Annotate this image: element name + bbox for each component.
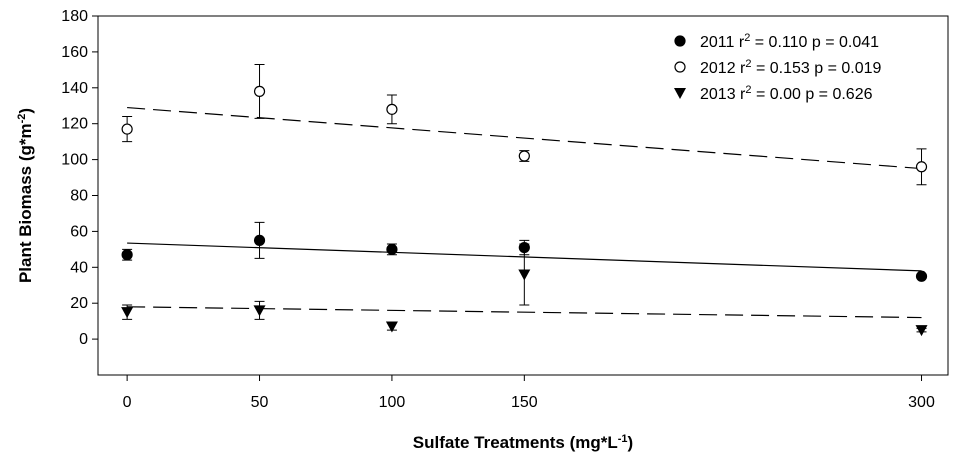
x-tick-label: 300 [908, 394, 935, 411]
y-tick-label: 40 [70, 259, 88, 276]
label-part: Plant Biomass (g*m [16, 123, 35, 283]
marker [121, 123, 133, 135]
y-tick-label: 140 [61, 80, 88, 97]
marker [518, 150, 530, 162]
y-tick-label: 80 [70, 188, 88, 205]
y-tick-label: 120 [61, 116, 88, 133]
marker [915, 161, 928, 173]
marker [386, 243, 398, 255]
trend-line [127, 306, 922, 319]
marker [253, 305, 266, 317]
label-part: ) [16, 108, 35, 114]
marker [915, 325, 928, 337]
superscript: 2 [744, 32, 750, 44]
x-tick-label: 50 [251, 394, 269, 411]
label-part: ) [628, 433, 634, 452]
legend-name: 2012 [700, 60, 736, 77]
marker [121, 249, 133, 261]
marker [386, 103, 398, 115]
marker [385, 321, 398, 333]
legend-marker [674, 88, 686, 99]
marker [121, 307, 134, 319]
marker [253, 85, 266, 97]
x-tick-label: 100 [379, 394, 406, 411]
legend-marker [674, 61, 686, 73]
legend-stat: r [740, 60, 746, 77]
superscript: 2 [745, 58, 751, 70]
label-part: Sulfate Treatments (mg*L [413, 433, 618, 452]
y-tick-label: 180 [61, 8, 88, 25]
legend-label: 2013 r2 = 0.00 p = 0.626 [700, 84, 873, 103]
legend-stat: = 0.110 p = 0.041 [750, 34, 879, 51]
legend-marker [674, 35, 686, 47]
y-tick-label: 0 [79, 331, 88, 348]
y-tick-label: 100 [61, 152, 88, 169]
superscript: -2 [16, 114, 28, 124]
marker [518, 269, 531, 281]
y-axis-title: Plant Biomass (g*m-2) [16, 108, 35, 283]
x-tick-label: 0 [123, 394, 132, 411]
marker [915, 270, 928, 282]
y-tick-label: 20 [70, 295, 88, 312]
legend-stat: = 0.153 p = 0.019 [752, 60, 882, 77]
x-axis-title: Sulfate Treatments (mg*L-1) [413, 433, 633, 452]
y-tick-label: 160 [61, 44, 88, 61]
legend-label: 2012 r2 = 0.153 p = 0.019 [700, 58, 881, 77]
legend-name: 2011 [700, 34, 735, 51]
legend-stat: r [740, 86, 746, 103]
marker [253, 234, 266, 246]
superscript: 2 [745, 84, 751, 96]
x-tick-label: 150 [511, 394, 538, 411]
superscript: -1 [618, 433, 628, 445]
legend-stat: r [739, 34, 745, 51]
legend-stat: = 0.00 p = 0.626 [752, 86, 873, 103]
legend-name: 2013 [700, 86, 736, 103]
y-tick-label: 60 [70, 223, 88, 240]
legend-label: 2011 r2 = 0.110 p = 0.041 [700, 32, 879, 51]
